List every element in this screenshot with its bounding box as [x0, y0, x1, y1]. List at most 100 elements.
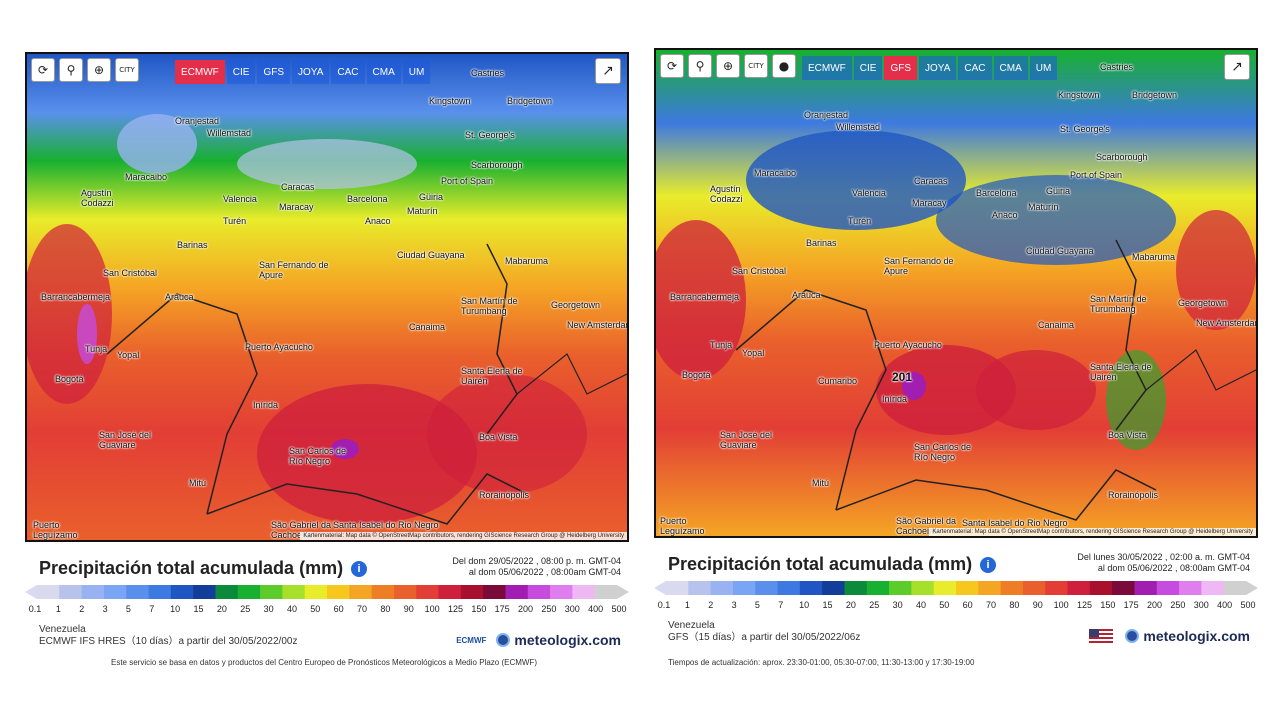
scale-tick-label: 300: [564, 604, 580, 614]
city-label: Santa Isabel do Rio Negro: [962, 518, 1068, 528]
precipitation-field: [656, 50, 1256, 536]
tab-cma[interactable]: CMA: [993, 56, 1028, 80]
scale-swatch: [170, 585, 194, 599]
location-pin-icon[interactable]: ⚲: [688, 54, 712, 78]
city-label: Boa Vista: [479, 432, 518, 442]
scale-swatch: [393, 585, 417, 599]
tab-cac[interactable]: CAC: [331, 60, 365, 84]
city-label: Anaco: [992, 210, 1018, 220]
scale-arrow-left: [654, 581, 666, 595]
scale-tick-label: 100: [1053, 600, 1069, 610]
tab-gfs[interactable]: GFS: [257, 60, 291, 84]
scale-swatch: [688, 581, 712, 595]
scale-swatch: [594, 585, 618, 599]
precipitation-map[interactable]: ⟳ ⚲ ⊕ CITY ● ECMWF CIE GFS JOYA CAC CMA …: [654, 48, 1258, 538]
location-pin-icon[interactable]: ⚲: [59, 58, 83, 82]
zoom-icon[interactable]: ⊕: [716, 54, 740, 78]
precipitation-map[interactable]: ⟳ ⚲ ⊕ CITY ECMWF CIE GFS JOYA CAC CMA UM…: [25, 52, 629, 542]
scale-swatch: [1000, 581, 1024, 595]
scale-swatch: [1179, 581, 1202, 595]
scale-swatch: [237, 585, 261, 599]
scale-swatch: [349, 585, 373, 599]
city-label: San Martín de Turumbang: [461, 296, 518, 316]
meteologix-logo[interactable]: meteologix.com: [1089, 628, 1250, 644]
city-label: Anaco: [365, 216, 391, 226]
map-toolbar: ⟳ ⚲ ⊕ CITY ●: [660, 54, 796, 78]
city-label: Oranjestad: [175, 116, 220, 126]
city-label: Maturín: [1028, 202, 1059, 212]
city-label: Canaima: [1038, 320, 1075, 330]
scale-tick-label: 10: [170, 604, 181, 614]
scale-tick-label: 500: [611, 604, 627, 614]
scale-swatch: [483, 585, 506, 599]
scale-tick-label: 150: [471, 604, 487, 614]
city-label: Santa Elena de Uairén: [461, 366, 523, 386]
dot-icon[interactable]: ●: [772, 54, 796, 78]
city-label: San Martín de Turumbang: [1090, 294, 1147, 314]
tab-cac[interactable]: CAC: [958, 56, 992, 80]
scale-swatch: [844, 581, 868, 595]
tab-ecmwf[interactable]: ECMWF: [802, 56, 852, 80]
tab-cie[interactable]: CIE: [853, 56, 883, 80]
scale-tick-label: 7: [778, 600, 784, 610]
meteologix-logo[interactable]: ECMWF meteologix.com: [456, 632, 621, 648]
scale-tick-label: 2: [708, 600, 714, 610]
city-label: Bogotá: [682, 370, 711, 380]
refresh-icon[interactable]: ⟳: [660, 54, 684, 78]
tab-um[interactable]: UM: [1029, 56, 1058, 80]
scale-tick-label: 0.1: [28, 604, 42, 614]
tab-joya[interactable]: JOYA: [292, 60, 330, 84]
share-icon[interactable]: ↗: [1224, 54, 1250, 80]
city-label: Puerto Leguízamo: [33, 520, 78, 540]
scale-tick-label: 60: [962, 600, 973, 610]
zoom-icon[interactable]: ⊕: [87, 58, 111, 82]
scale-swatch: [550, 585, 573, 599]
scale-tick-label: 400: [588, 604, 604, 614]
info-icon[interactable]: i: [980, 556, 997, 573]
scale-tick-label: 0.1: [657, 600, 671, 610]
city-label: Barcelona: [976, 188, 1017, 198]
city-label: Santa Isabel do Rio Negro: [333, 520, 439, 530]
city-icon[interactable]: CITY: [744, 54, 768, 78]
city-icon[interactable]: CITY: [115, 58, 139, 82]
tab-um[interactable]: UM: [402, 60, 431, 84]
scale-tick-label: 30: [263, 604, 274, 614]
city-label: Barinas: [177, 240, 208, 250]
refresh-icon[interactable]: ⟳: [31, 58, 55, 82]
forecast-period: Del lunes 30/05/2022 , 02:00 a. m. GMT-0…: [1077, 552, 1250, 573]
tab-ecmwf[interactable]: ECMWF: [175, 60, 225, 84]
scale-swatch: [282, 585, 306, 599]
scale-tick-label: 5: [754, 600, 760, 610]
city-label: Caracas: [914, 176, 948, 186]
city-label: Boa Vista: [1108, 430, 1147, 440]
share-icon[interactable]: ↗: [595, 58, 621, 84]
color-scale-bar: [25, 585, 629, 599]
scale-tick-label: 3: [102, 604, 108, 614]
city-label: Güiria: [419, 192, 444, 202]
scale-swatch: [777, 581, 801, 595]
scale-tick-label: 10: [799, 600, 810, 610]
tab-cie[interactable]: CIE: [226, 60, 256, 84]
city-label: Maracay: [912, 198, 947, 208]
city-label: Tunja: [85, 344, 108, 354]
scale-tick-label: 60: [333, 604, 344, 614]
max-value-label: 201: [892, 370, 913, 384]
city-label: Kingstown: [429, 96, 471, 106]
scale-swatch: [866, 581, 890, 595]
scale-swatch: [1134, 581, 1158, 595]
city-label: São Gabriel da Cachoeira: [271, 520, 332, 540]
scale-tick-label: 100: [424, 604, 440, 614]
scale-swatch: [799, 581, 823, 595]
scale-tick-label: 40: [915, 600, 926, 610]
info-icon[interactable]: i: [351, 560, 368, 577]
scale-arrow-right: [617, 585, 629, 599]
tab-joya[interactable]: JOYA: [919, 56, 957, 80]
city-label: Port of Spain: [441, 176, 494, 186]
scale-arrow-right: [1246, 581, 1258, 595]
city-label: Barinas: [806, 238, 837, 248]
tab-gfs[interactable]: GFS: [884, 56, 918, 80]
scale-tick-label: 1: [55, 604, 61, 614]
city-label: Barcelona: [347, 194, 388, 204]
chart-title: Precipitación total acumulada (mm) i: [668, 554, 997, 575]
tab-cma[interactable]: CMA: [366, 60, 401, 84]
